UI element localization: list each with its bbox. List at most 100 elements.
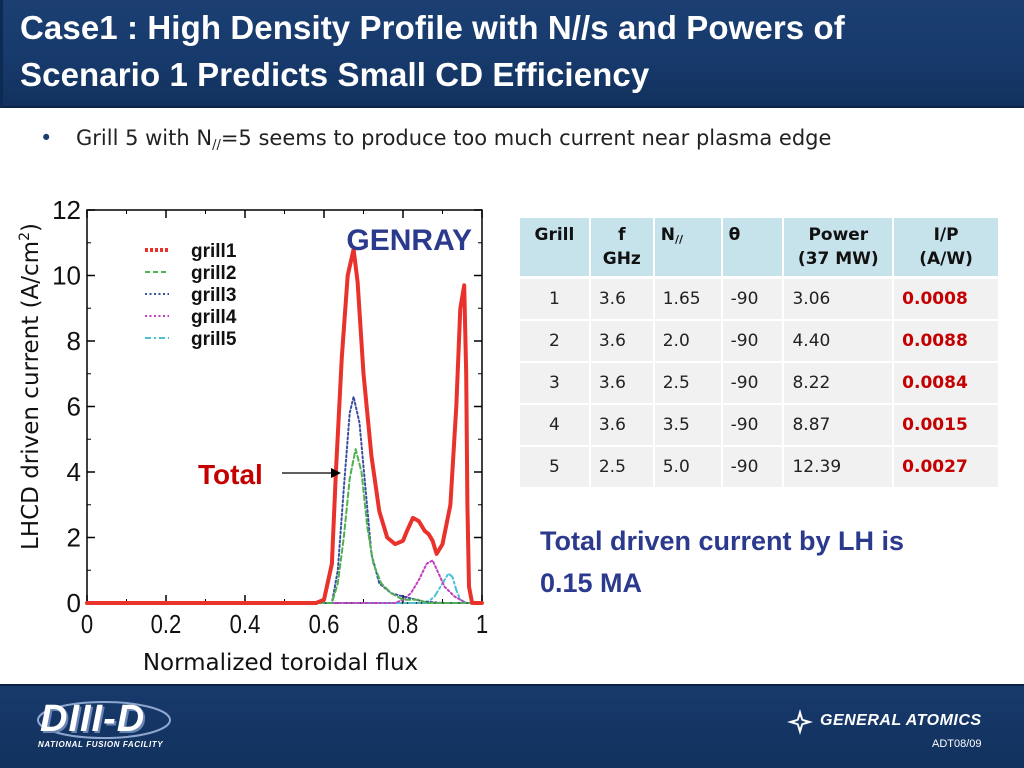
table-row: 3 3.6 2.5 -90 8.22 0.0084 [520, 361, 1000, 405]
header-grill: Grill [520, 218, 591, 279]
x-tick-label: 0.4 [230, 610, 261, 639]
cell-n-parallel: 5.0 [653, 445, 723, 489]
slide-title: Case1 : High Density Profile with N//s a… [20, 4, 1015, 98]
series-line-grill3 [86, 395, 483, 604]
table-row: 4 3.6 3.5 -90 8.87 0.0015 [520, 403, 1000, 447]
y-tick-label: 12 [52, 195, 81, 225]
cell-theta: -90 [721, 361, 785, 405]
y-axis-label: LHCD driven current (A/cm2) [17, 223, 44, 550]
cell-theta: -90 [721, 319, 785, 363]
cell-current-per-power: 0.0088 [893, 319, 1000, 363]
summary-line-1: Total driven current by LH is [540, 526, 905, 556]
cell-current-per-power: 0.0027 [893, 445, 1000, 489]
cell-n-parallel: 2.5 [653, 361, 723, 405]
logo-subtitle: NATIONAL FUSION FACILITY [38, 740, 164, 749]
cell-power: 4.40 [783, 319, 895, 363]
bullet-subscript: // [212, 138, 221, 153]
header-n-parallel: N// [653, 218, 723, 279]
y-tick-label: 8 [67, 326, 81, 356]
general-atomics-logo: GENERAL ATOMICS [786, 708, 996, 738]
diii-d-logo: DIII-D NATIONAL FUSION FACILITY [34, 696, 174, 760]
genray-annotation: GENRAY [346, 224, 472, 257]
bullet-dot-icon: • [40, 126, 53, 150]
cell-grill: 2 [520, 319, 591, 363]
header-current-per-power: I/P (A/W) [893, 218, 1000, 279]
cell-n-parallel: 2.0 [653, 319, 723, 363]
cell-n-parallel: 1.65 [653, 277, 723, 321]
logo-main-text: DIII-D [40, 698, 146, 740]
logo-swoosh-icon [37, 701, 171, 739]
cell-theta: -90 [721, 277, 785, 321]
bullet-text: Grill 5 with N//=5 seems to produce too … [76, 126, 831, 153]
legend-label-grill1: grill1 [191, 241, 237, 262]
header-theta: θ [721, 218, 785, 279]
summary-line-2: 0.15 MA [540, 568, 643, 598]
y-tick-label: 10 [52, 261, 81, 291]
series-line-grill5 [86, 572, 483, 604]
legend-label-grill3: grill3 [191, 285, 236, 306]
x-axis-label: Normalized toroidal flux [143, 650, 418, 676]
cell-frequency: 2.5 [589, 445, 655, 489]
table-row: 2 3.6 2.0 -90 4.40 0.0088 [520, 319, 1000, 363]
cell-frequency: 3.6 [589, 361, 655, 405]
title-bar: Case1 : High Density Profile with N//s a… [0, 0, 1024, 108]
bullet-prefix: Grill 5 with N [76, 126, 213, 150]
plot-frame [86, 209, 483, 604]
atom-star-icon [787, 709, 813, 735]
header-accent [0, 0, 3, 108]
x-tick-label: 1 [476, 610, 488, 639]
cell-frequency: 3.6 [589, 319, 655, 363]
grill-parameters-table: Grill f GHz N// θ Power (37 MW) I/P (A/W) 1… [520, 218, 1000, 489]
cell-current-per-power: 0.0015 [893, 403, 1000, 447]
cell-power: 8.22 [783, 361, 895, 405]
cell-grill: 5 [520, 445, 591, 489]
y-tick-label: 0 [67, 588, 81, 618]
bullet-suffix: =5 seems to produce too much current nea… [220, 126, 832, 150]
cell-grill: 3 [520, 361, 591, 405]
table-row: 5 2.5 5.0 -90 12.39 0.0027 [520, 445, 1000, 489]
chart-series [85, 247, 484, 605]
cell-theta: -90 [721, 445, 785, 489]
series-line-grill1 [85, 247, 484, 605]
cell-frequency: 3.6 [589, 403, 655, 447]
y-tick-label: 2 [67, 523, 81, 553]
y-axis-label-end: ) [18, 223, 44, 232]
y-axis-label-main: LHCD driven current (A/cm [18, 241, 44, 550]
cell-power: 12.39 [783, 445, 895, 489]
cell-n-parallel: 3.5 [653, 403, 723, 447]
legend-label-grill2: grill2 [191, 263, 236, 284]
total-annotation: Total [198, 459, 263, 490]
title-line-2: Scenario 1 Predicts Small CD Efficiency [20, 56, 650, 93]
y-tick-label: 6 [67, 392, 81, 422]
cell-current-per-power: 0.0084 [893, 361, 1000, 405]
cell-grill: 1 [520, 277, 591, 321]
arrow-head-icon [331, 468, 341, 478]
table-header-row: Grill f GHz N// θ Power (37 MW) I/P (A/W) [520, 218, 1000, 279]
cell-current-per-power: 0.0008 [893, 277, 1000, 321]
general-atomics-wordmark: GENERAL ATOMICS [820, 712, 982, 729]
slide-code: ADT08/09 [932, 738, 982, 750]
chart-labels: Normalized toroidal flux LHCD driven curr… [17, 223, 472, 676]
x-tick-label: 0.8 [388, 610, 419, 639]
cell-theta: -90 [721, 403, 785, 447]
x-tick-label: 0.6 [309, 610, 340, 639]
legend-label-grill4: grill4 [191, 307, 237, 328]
footer-bar: DIII-D NATIONAL FUSION FACILITY GENERAL … [0, 684, 1024, 768]
summary-text: Total driven current by LH is 0.15 MA [540, 520, 1010, 604]
header-frequency: f GHz [589, 218, 655, 279]
x-tick-label: 0.2 [151, 610, 182, 639]
y-tick-label: 4 [67, 457, 81, 487]
table-row: 1 3.6 1.65 -90 3.06 0.0008 [520, 277, 1000, 321]
legend-label-grill5: grill5 [191, 329, 237, 350]
x-tick-label: 0 [81, 610, 93, 639]
cell-grill: 4 [520, 403, 591, 447]
series-line-grill4 [86, 559, 483, 604]
y-axis-label-superscript: 2 [17, 232, 33, 241]
header-power: Power (37 MW) [783, 218, 895, 279]
series-line-grill2 [86, 448, 483, 604]
title-line-1: Case1 : High Density Profile with N//s a… [20, 9, 845, 46]
cell-frequency: 3.6 [589, 277, 655, 321]
cell-power: 3.06 [783, 277, 895, 321]
